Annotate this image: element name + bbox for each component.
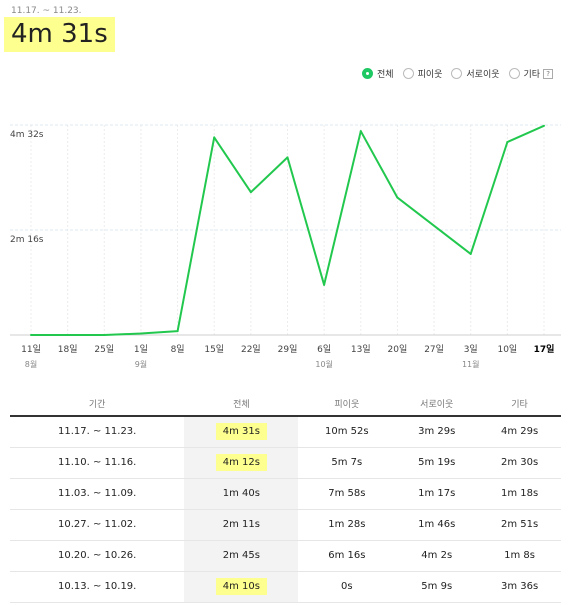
data-point bbox=[139, 332, 142, 335]
table-row: 11.17. ~ 11.23. 4m 31s 10m 52s 3m 29s 4m 29s bbox=[10, 416, 561, 448]
filter-label: 기타 bbox=[523, 70, 541, 80]
filter-other[interactable]: 기타 ? bbox=[508, 67, 554, 80]
month-label: 8월 bbox=[25, 359, 37, 369]
highlighted-value: 4m 31s bbox=[215, 423, 267, 441]
radio-icon[interactable] bbox=[402, 68, 414, 79]
x-tick-label: 10일 bbox=[497, 344, 517, 355]
cell-neighbor: 1m 28s bbox=[298, 509, 396, 541]
col-header-neighbor: 피이웃 bbox=[298, 392, 396, 417]
col-header-other: 기타 bbox=[478, 392, 561, 417]
month-label: 10월 bbox=[315, 359, 333, 369]
cell-period: 10.13. ~ 10.19. bbox=[10, 571, 185, 603]
line-chart: 2m 16s 4m 32s 11일 18일 25일 1일 8일 15일 22일 29일 6일 13일 2… bbox=[10, 124, 561, 369]
data-point bbox=[506, 140, 509, 143]
cell-all: 2m 45s bbox=[184, 540, 299, 572]
cell-mutual: 1m 17s bbox=[395, 478, 479, 510]
highlighted-value: 4m 10s bbox=[215, 578, 267, 595]
cell-neighbor: 10m 52s bbox=[298, 416, 396, 448]
cell-period: 10.20. ~ 10.26. bbox=[10, 540, 185, 572]
x-tick-label: 25일 bbox=[94, 344, 114, 355]
cell-mutual: 5m 19s bbox=[395, 447, 479, 479]
filter-all[interactable]: 전체 bbox=[362, 67, 394, 80]
col-header-period: 기간 bbox=[10, 392, 185, 417]
x-tick-label: 15일 bbox=[204, 344, 224, 355]
cell-all: 4m 10s bbox=[184, 571, 299, 603]
x-tick-label: 17일 bbox=[534, 343, 555, 355]
filter-group: 전체 피이웃 서로이웃 기타 ? bbox=[362, 67, 562, 80]
x-tick-label: 8일 bbox=[171, 344, 185, 355]
data-point bbox=[66, 334, 69, 336]
table-header-row: 기간 전체 피이웃 서로이웃 기타 bbox=[10, 392, 561, 417]
stats-table: 기간 전체 피이웃 서로이웃 기타 11.17. ~ 11.23. 4m 31s 1… bbox=[10, 392, 561, 603]
data-point bbox=[323, 283, 326, 286]
cell-other: 2m 51s bbox=[478, 509, 561, 541]
cell-mutual: 1m 46s bbox=[395, 509, 479, 541]
data-point bbox=[396, 196, 399, 199]
cell-neighbor: 0s bbox=[298, 571, 396, 603]
cell-other: 3m 36s bbox=[478, 571, 561, 603]
x-tick-label: 11일 bbox=[21, 344, 41, 355]
y-tick-label: 2m 16s bbox=[10, 235, 44, 245]
data-point bbox=[359, 130, 362, 133]
filter-label: 전체 bbox=[377, 70, 394, 80]
radio-icon-selected[interactable] bbox=[362, 68, 373, 79]
x-tick-label: 18일 bbox=[58, 344, 78, 355]
cell-period: 10.27. ~ 11.02. bbox=[10, 509, 185, 541]
table-row: 11.03. ~ 11.09. 1m 40s 7m 58s 1m 17s 1m 18s bbox=[10, 478, 561, 510]
cell-all: 4m 12s bbox=[184, 447, 299, 479]
x-tick-label: 29일 bbox=[278, 344, 298, 355]
y-tick-label: 4m 32s bbox=[10, 130, 44, 140]
cell-all: 1m 40s bbox=[184, 478, 299, 510]
cell-mutual: 5m 9s bbox=[395, 571, 479, 603]
data-point bbox=[103, 334, 106, 336]
cell-neighbor: 6m 16s bbox=[298, 540, 396, 572]
x-tick-label: 6일 bbox=[317, 344, 331, 355]
x-tick-label: 27일 bbox=[424, 344, 444, 355]
month-label: 11월 bbox=[462, 359, 480, 369]
x-tick-label: 22일 bbox=[241, 344, 261, 355]
data-point bbox=[213, 136, 216, 139]
cell-mutual: 4m 2s bbox=[395, 540, 479, 572]
radio-icon[interactable] bbox=[508, 68, 520, 79]
cell-neighbor: 5m 7s bbox=[298, 447, 396, 479]
cell-neighbor: 7m 58s bbox=[298, 478, 396, 510]
cell-period: 11.03. ~ 11.09. bbox=[10, 478, 185, 510]
cell-all: 4m 31s bbox=[184, 416, 299, 448]
data-point bbox=[543, 124, 545, 127]
data-point bbox=[469, 252, 472, 255]
col-header-mutual: 서로이웃 bbox=[395, 392, 479, 417]
cell-other: 1m 18s bbox=[478, 478, 561, 510]
cell-period: 11.17. ~ 11.23. bbox=[10, 416, 185, 448]
x-tick-label: 20일 bbox=[388, 344, 408, 355]
cell-other: 2m 30s bbox=[478, 447, 561, 479]
cell-all: 2m 11s bbox=[184, 509, 299, 541]
filter-neighbor[interactable]: 피이웃 bbox=[402, 67, 443, 80]
summary-value: 4m 31s bbox=[4, 17, 115, 52]
help-icon[interactable]: ? bbox=[543, 68, 554, 79]
radio-icon[interactable] bbox=[451, 68, 463, 79]
month-label: 9월 bbox=[135, 359, 147, 369]
filter-label: 피이웃 bbox=[417, 70, 443, 80]
series-line bbox=[31, 124, 545, 336]
x-tick-label: 3일 bbox=[464, 344, 478, 355]
table-row: 10.20. ~ 10.26. 2m 45s 6m 16s 4m 2s 1m 8s bbox=[10, 540, 561, 572]
data-point bbox=[176, 330, 179, 333]
cell-period: 11.10. ~ 11.16. bbox=[10, 447, 185, 479]
cell-mutual: 3m 29s bbox=[395, 416, 479, 448]
table-row: 11.10. ~ 11.16. 4m 12s 5m 7s 5m 19s 2m 30s bbox=[10, 447, 561, 479]
cell-other: 4m 29s bbox=[478, 416, 561, 448]
table-row: 10.27. ~ 11.02. 2m 11s 1m 28s 1m 46s 2m 51s bbox=[10, 509, 561, 541]
x-tick-label: 1일 bbox=[134, 344, 148, 355]
filter-mutual[interactable]: 서로이웃 bbox=[451, 67, 500, 80]
cell-other: 1m 8s bbox=[478, 540, 561, 572]
x-tick-label: 13일 bbox=[351, 344, 371, 355]
table-row: 10.13. ~ 10.19. 4m 10s 0s 5m 9s 3m 36s bbox=[10, 571, 561, 603]
data-point bbox=[249, 191, 252, 194]
period-label: 11.17. ~ 11.23. bbox=[11, 6, 82, 16]
data-point bbox=[30, 334, 32, 336]
col-header-all: 전체 bbox=[184, 392, 299, 417]
highlighted-value: 4m 12s bbox=[215, 454, 267, 471]
filter-label: 서로이웃 bbox=[466, 70, 500, 80]
data-point bbox=[286, 156, 289, 159]
